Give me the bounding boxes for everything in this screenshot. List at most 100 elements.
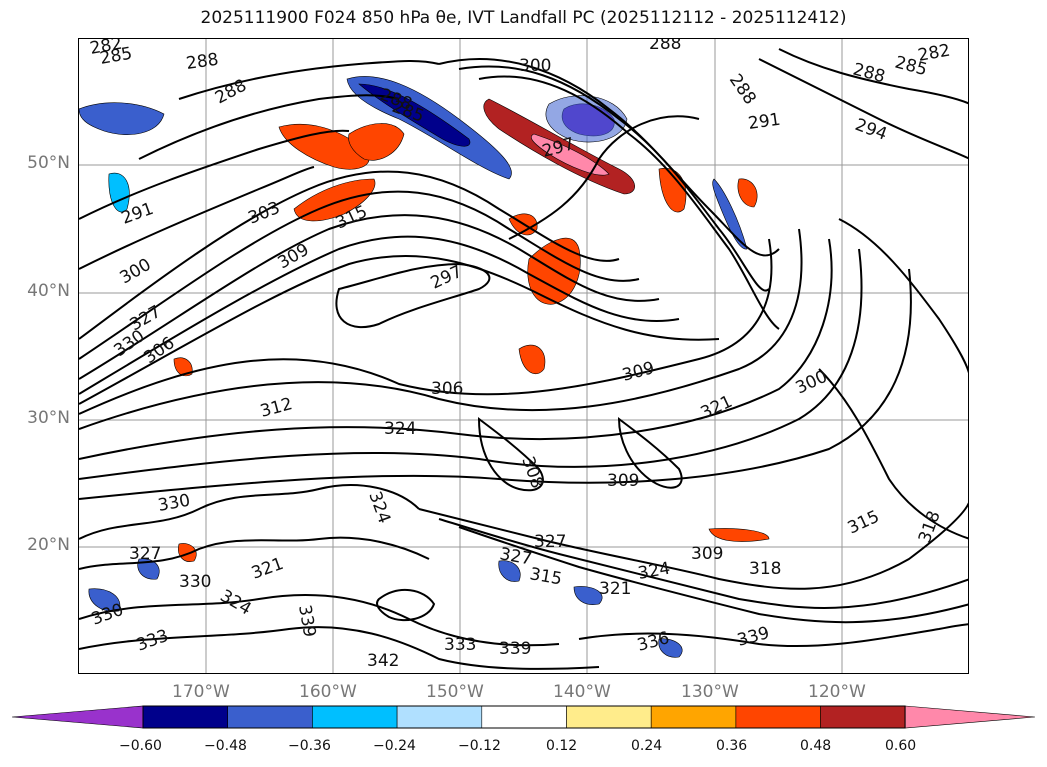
contour-line (79, 254, 720, 405)
contour-line (617, 416, 683, 489)
contour-label: 321 (599, 579, 631, 599)
contour-label: 330 (156, 491, 191, 516)
contour-line (79, 170, 620, 340)
contour-line (178, 59, 440, 100)
fill-negative-small-sw (88, 588, 121, 612)
contour-line (458, 526, 968, 624)
contour-label: 294 (852, 115, 889, 145)
contour-line (79, 228, 803, 430)
fill-positive-west3 (348, 123, 405, 161)
contour-line (79, 235, 680, 395)
colorbar-tick: 0.24 (631, 738, 663, 754)
contour-line (335, 262, 491, 329)
contour-label: 324 (364, 489, 394, 526)
chart-title: 2025111900 F024 850 hPa θe, IVT Landfall… (200, 8, 847, 28)
lat-label-50n: 50°N (27, 153, 70, 173)
contour-line (418, 502, 968, 590)
contour-label: 318 (915, 508, 945, 545)
fill-negative-small-sw2 (137, 558, 160, 580)
contour-label: 282 (88, 39, 123, 59)
contour-label: 327 (534, 532, 566, 552)
contour-line (79, 238, 833, 460)
contour-line (838, 218, 968, 374)
contour-label: 291 (747, 110, 782, 134)
fill-negative-core (358, 83, 471, 147)
contour-line (79, 190, 640, 360)
contour-line (79, 626, 600, 670)
colorbar-segment (396, 705, 483, 729)
contour-label: 315 (528, 564, 563, 589)
contour-label: 324 (384, 419, 416, 439)
colorbar-segment (227, 705, 313, 729)
contour-line (79, 536, 430, 570)
colorbar-tick: −0.12 (458, 738, 501, 754)
lon-label-120w: 120°W (808, 682, 866, 702)
contour-label: 288 (851, 60, 888, 88)
contour-label: 315 (845, 507, 883, 539)
colorbar-segment (481, 705, 567, 729)
fill-negative-coast (712, 178, 748, 250)
colorbar-segment (312, 705, 398, 729)
colorbar-tick: 0.48 (800, 738, 832, 754)
contour-line (778, 48, 968, 105)
colorbar-extend-min (11, 705, 144, 729)
lon-label-160w: 160°W (299, 682, 357, 702)
contour-label: 303 (245, 198, 283, 229)
contour-line (79, 248, 863, 480)
theta-e-contours (79, 48, 968, 670)
colorbar-segment (566, 705, 652, 729)
lon-label-130w: 130°W (681, 682, 739, 702)
lon-label-170w: 170°W (172, 682, 230, 702)
contour-line (458, 65, 770, 292)
contour-label: 285 (98, 44, 133, 69)
contour-line (758, 58, 968, 160)
contour-label: 339 (294, 603, 319, 638)
contour-label: 330 (179, 572, 211, 592)
colorbar-tick: 0.36 (716, 738, 748, 754)
map-svg: 282 285 288 288 300 288 288 282 285 288 … (79, 39, 968, 673)
contour-label: 309 (275, 240, 313, 274)
contour-line (79, 129, 350, 220)
fill-negative-small-se (658, 638, 683, 658)
colorbar-tick: 0.60 (885, 738, 917, 754)
fill-positive-small-1 (173, 357, 193, 377)
contour-label: 321 (698, 392, 736, 424)
fill-positive-west (278, 123, 370, 170)
lat-label-40n: 40°N (27, 281, 70, 301)
contour-label: 309 (607, 471, 639, 491)
colorbar-extend-max (904, 705, 1036, 729)
colorbar-tick: −0.60 (119, 738, 162, 754)
contour-label: 312 (258, 394, 295, 422)
contour-label: 342 (367, 651, 399, 671)
contour-line (438, 518, 968, 609)
contour-line (477, 416, 544, 492)
colorbar (11, 705, 1036, 729)
lon-label-150w: 150°W (426, 682, 484, 702)
contour-label: 308 (517, 454, 547, 491)
contour-label: 288 (185, 50, 220, 74)
colorbar-tick: 0.12 (546, 738, 578, 754)
lat-label-20n: 20°N (27, 535, 70, 555)
fill-positive-northeast2 (737, 178, 758, 208)
contour-line (508, 115, 700, 240)
contour-line (79, 166, 315, 270)
contour-line (79, 268, 912, 500)
fill-negative-small-south2 (573, 586, 603, 605)
map-panel: 282 285 288 288 300 288 288 282 285 288 … (78, 38, 969, 674)
fill-positive-small-3 (178, 543, 197, 562)
colorbar-tick: −0.48 (204, 738, 247, 754)
colorbar-tick: −0.36 (288, 738, 331, 754)
contour-label: 309 (691, 544, 723, 564)
contour-label: 300 (519, 56, 551, 76)
fill-positive-south (518, 344, 546, 374)
colorbar-segment (650, 705, 737, 729)
contour-line (79, 214, 660, 380)
contour-line (376, 588, 436, 622)
fill-negative-small-south (498, 560, 521, 582)
contour-line (79, 238, 773, 415)
colorbar-segment (820, 705, 906, 729)
colorbar-segment (142, 705, 228, 729)
contour-line (478, 75, 780, 330)
colorbar-outline (142, 705, 906, 729)
contour-label: 306 (431, 379, 463, 399)
